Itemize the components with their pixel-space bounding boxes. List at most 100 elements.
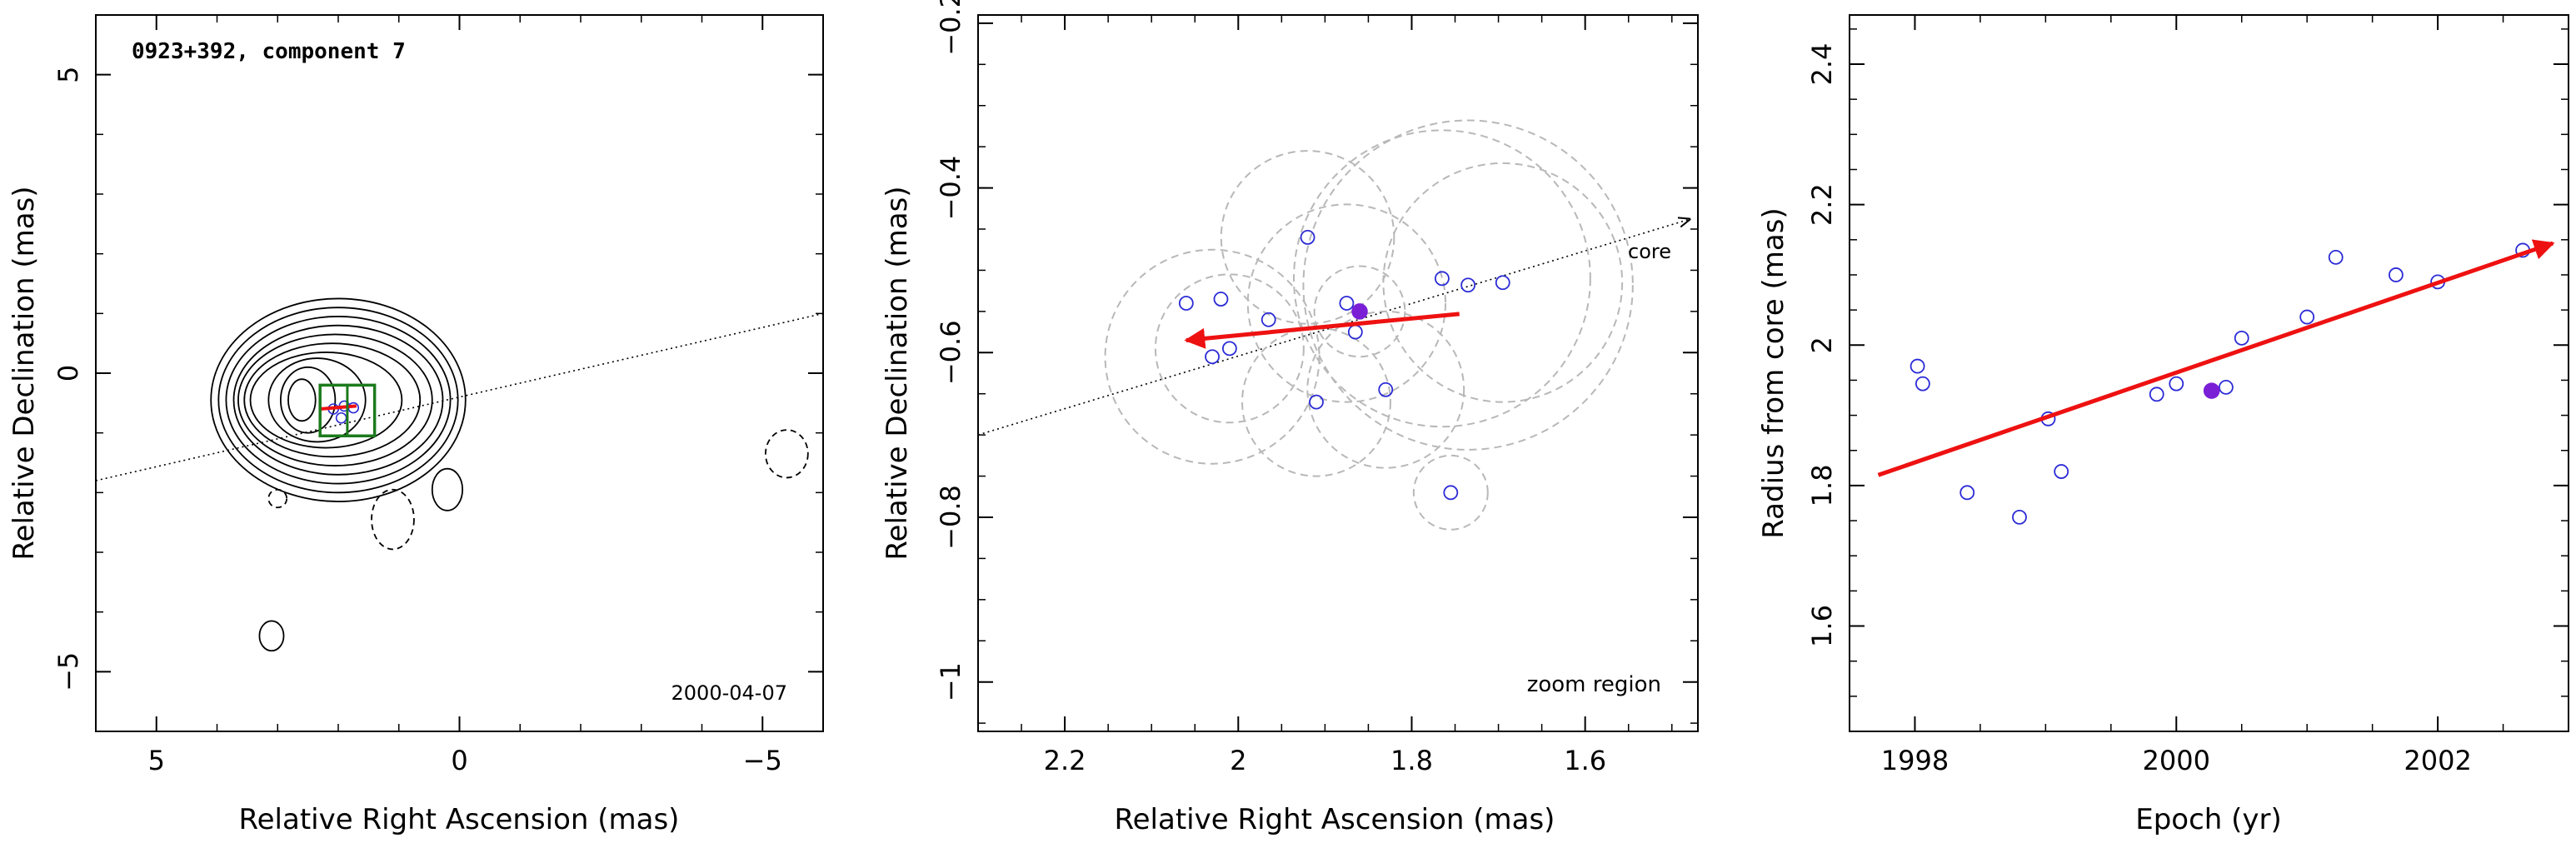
y-tick-label: 2 (1806, 337, 1838, 353)
contour-level (217, 307, 459, 494)
y-tick-label: −5 (52, 652, 84, 691)
uncertainty-circle (1382, 162, 1624, 403)
data-point (1959, 485, 1975, 501)
contour-island (431, 467, 464, 511)
data-point (1378, 382, 1394, 397)
panel-3-ticks: 1998 2000 2002 1.6 1.8 2 2.2 2.4 (1806, 15, 2569, 776)
y-tick-label: 1.8 (1806, 464, 1838, 506)
data-point (2012, 509, 2027, 525)
panel-3-plot (1877, 239, 2555, 525)
x-tick-label: 2 (1230, 745, 1246, 776)
x-tick-label: 1.6 (1564, 745, 1606, 776)
y-tick-label: −1 (935, 662, 966, 701)
data-point (2388, 267, 2404, 282)
x-tick-label: 2.2 (1044, 745, 1086, 776)
contour-level (279, 366, 337, 434)
negative-contour (764, 429, 809, 479)
motion-arrow-small (320, 404, 357, 411)
panel-3-ylabel: Radius from core (mas) (1757, 207, 1790, 538)
panel-2-frame (977, 14, 1699, 732)
data-point (1309, 394, 1324, 410)
velocity-arrow (1184, 312, 1460, 349)
data-point (1460, 277, 1476, 293)
negative-contour (267, 488, 288, 509)
current-epoch-point (2203, 382, 2220, 399)
y-tick-label: −0.2 (935, 0, 966, 56)
panel-2-plot (978, 119, 1690, 531)
contour-level (237, 333, 433, 466)
panel-3-xlabel: Epoch (yr) (2135, 803, 2282, 836)
contour-island (258, 620, 285, 652)
uncertainty-circle (1104, 248, 1320, 465)
y-tick-label: −0.8 (935, 485, 966, 550)
y-tick-label: −0.4 (935, 156, 966, 221)
component-marker (335, 412, 347, 424)
data-point (1178, 296, 1194, 311)
panel-1-ylabel: Relative Declination (mas) (7, 186, 41, 560)
panel-3-frame (1849, 14, 2569, 732)
x-tick-label: 1.8 (1390, 745, 1433, 776)
data-point (1495, 275, 1510, 291)
panel-2-zoom-label: zoom region (1527, 672, 1661, 697)
y-tick-label: −0.6 (935, 320, 966, 385)
x-tick-label: −5 (743, 745, 782, 776)
y-tick-label: 0 (52, 365, 84, 382)
data-point (2169, 376, 2184, 392)
data-point (1339, 296, 1355, 311)
x-tick-label: 1998 (1881, 745, 1949, 776)
x-tick-label: 2000 (2143, 745, 2210, 776)
y-tick-label: 5 (52, 66, 84, 82)
panel-2-xlabel: Relative Right Ascension (mas) (1115, 803, 1555, 836)
y-tick-label: 2.4 (1806, 43, 1838, 86)
y-tick-label: 2.2 (1806, 183, 1838, 226)
panel-zoom-region: 2.2 2 1.8 1.6 −0.2 −0.4 −0.6 −0.8 −1 zoom region… (881, 0, 1699, 836)
uncertainty-circle (1241, 327, 1391, 477)
negative-contour (371, 488, 415, 551)
panel-1-date-label: 2000-04-07 (671, 681, 787, 705)
contour-level (210, 297, 467, 502)
data-point (2054, 464, 2069, 479)
uncertainty-circle (1313, 265, 1406, 358)
data-point (1910, 358, 1925, 374)
panel-1-plot (96, 297, 823, 652)
data-point (1205, 349, 1220, 365)
uncertainty-circle (1292, 129, 1591, 428)
uncertainty-circle (1246, 203, 1447, 403)
data-point (1443, 485, 1459, 501)
panel-1-frame (95, 14, 824, 732)
data-point (1213, 292, 1229, 307)
data-point (1300, 229, 1315, 245)
x-tick-label: 2002 (2404, 745, 2471, 776)
uncertainty-circle (1306, 310, 1465, 469)
data-point (2234, 330, 2249, 346)
uncertainty-circle (1220, 150, 1395, 325)
x-tick-label: 0 (451, 745, 467, 776)
data-point (1435, 271, 1450, 287)
contour-level (243, 342, 422, 458)
uncertainty-circle (1302, 119, 1634, 451)
contour-level (225, 316, 452, 485)
panel-1-title: 0923+392, component 7 (132, 39, 406, 64)
contour-level (267, 357, 367, 443)
core-direction-line (96, 312, 823, 481)
contour-level (232, 324, 444, 476)
data-point (1347, 324, 1363, 340)
contour-level (249, 352, 403, 449)
data-point (2299, 309, 2315, 325)
data-point (2149, 387, 2164, 402)
data-point (1915, 376, 1930, 392)
data-point (1221, 341, 1237, 357)
uncertainty-circle (1412, 454, 1489, 531)
panel-1-ticks: 5 0 −5 5 0 −5 (52, 14, 824, 776)
panel-1-xlabel: Relative Right Ascension (mas) (239, 803, 680, 836)
panel-2-ticks: 2.2 2 1.8 1.6 −0.2 −0.4 −0.6 −0.8 −1 (935, 0, 1698, 776)
panel-2-core-label: core (1628, 240, 1671, 263)
data-point (2218, 379, 2234, 395)
current-epoch-point (1351, 303, 1368, 320)
panel-2-ylabel: Relative Declination (mas) (881, 186, 914, 560)
contour-level (287, 378, 317, 422)
data-point (2328, 249, 2344, 265)
data-point (1261, 312, 1276, 327)
x-tick-label: 5 (148, 745, 165, 776)
